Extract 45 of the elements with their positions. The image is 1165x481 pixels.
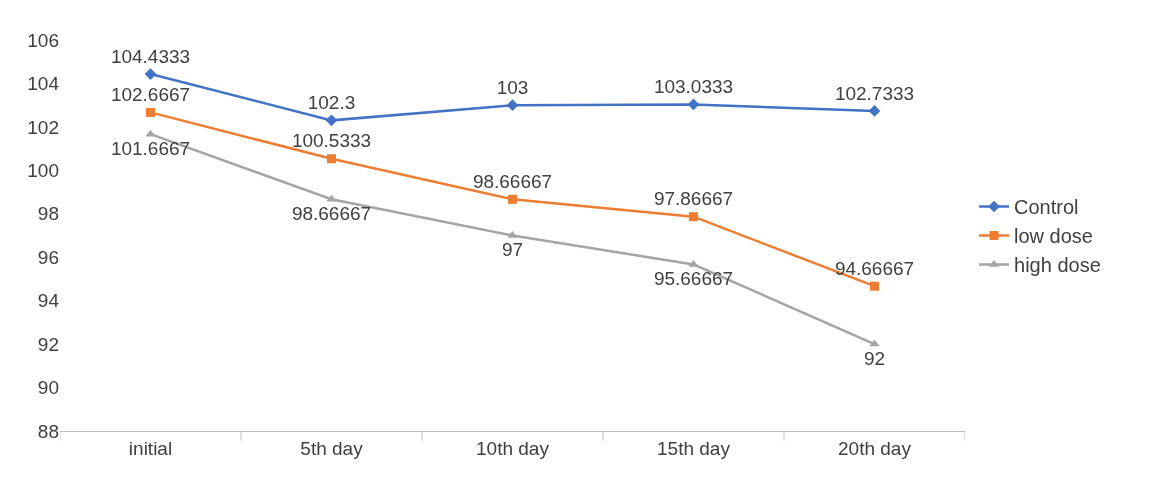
data-label: 92 bbox=[863, 347, 886, 369]
y-tick-label: 100 bbox=[27, 159, 59, 181]
y-tick-label: 106 bbox=[27, 29, 59, 51]
y-tick-label: 88 bbox=[37, 420, 59, 442]
data-label: 95.66667 bbox=[653, 268, 734, 290]
data-label: 100.5333 bbox=[291, 130, 372, 152]
y-tick-label: 96 bbox=[37, 246, 59, 268]
data-label: 101.6667 bbox=[110, 138, 191, 160]
point bbox=[687, 98, 700, 111]
point bbox=[870, 281, 879, 291]
point bbox=[508, 194, 517, 204]
point bbox=[688, 259, 699, 267]
point bbox=[689, 212, 698, 222]
x-tick-label: 10th day bbox=[476, 437, 550, 459]
data-label: 104.4333 bbox=[110, 45, 191, 67]
data-label: 102.3 bbox=[307, 92, 356, 113]
y-tick-label: 90 bbox=[37, 377, 59, 399]
point bbox=[146, 107, 155, 117]
x-tick-label: 20th day bbox=[838, 437, 912, 459]
data-label: 103.0333 bbox=[653, 76, 734, 98]
x-tick-label: initial bbox=[128, 437, 173, 459]
y-tick-label: 102 bbox=[27, 116, 59, 138]
y-tick-label: 104 bbox=[27, 73, 60, 95]
legend-label: low dose bbox=[1014, 225, 1093, 248]
point bbox=[327, 154, 336, 164]
y-tick-label: 94 bbox=[37, 290, 60, 312]
data-label: 103 bbox=[496, 76, 529, 98]
point bbox=[868, 105, 881, 117]
data-label: 102.7333 bbox=[834, 82, 915, 104]
point bbox=[506, 99, 519, 112]
data-label: 98.66667 bbox=[291, 203, 372, 225]
data-label: 98.66667 bbox=[472, 170, 553, 192]
y-tick-label: 98 bbox=[37, 203, 59, 225]
data-label: 102.6667 bbox=[110, 84, 191, 106]
x-tick-label: 15th day bbox=[657, 437, 731, 459]
legend-label: high dose bbox=[1014, 254, 1101, 277]
x-tick-label: 5th day bbox=[300, 437, 364, 459]
point bbox=[325, 114, 338, 127]
data-label: 94.66667 bbox=[834, 257, 915, 279]
point bbox=[326, 194, 337, 202]
legend-label: Control bbox=[1014, 196, 1079, 219]
data-label: 97 bbox=[501, 239, 524, 261]
point bbox=[144, 68, 157, 80]
data-label: 97.86667 bbox=[653, 188, 734, 210]
y-tick-label: 92 bbox=[37, 333, 59, 355]
